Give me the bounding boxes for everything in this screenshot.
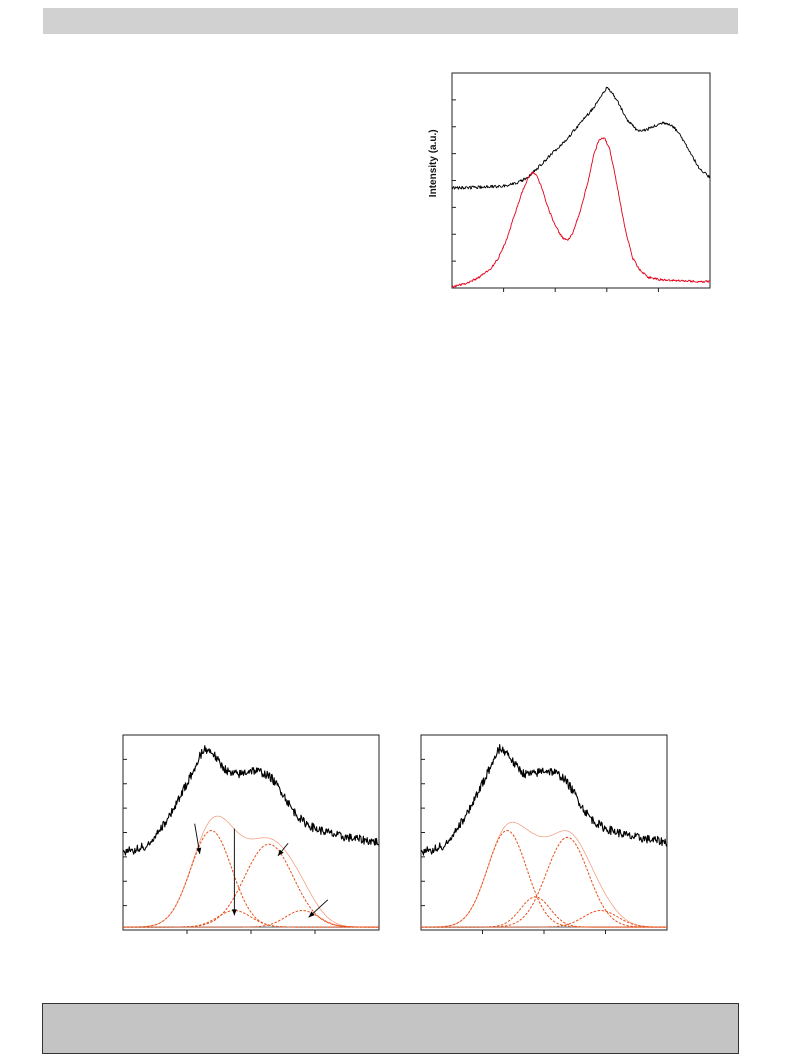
fit-envelope — [421, 821, 667, 928]
annotation-arrowhead-3 — [277, 849, 284, 856]
fit-component-1 — [123, 829, 379, 928]
data-series-1 — [452, 86, 710, 190]
data-series-1 — [123, 745, 379, 856]
plot-frame — [122, 734, 380, 931]
annotation-arrowhead-1 — [196, 847, 202, 854]
annotation-arrowhead-4 — [308, 911, 315, 918]
fit-component-2 — [123, 910, 379, 928]
chart-bottom-left — [122, 734, 380, 934]
fit-component-4 — [123, 910, 379, 928]
fit-component-3 — [421, 836, 667, 928]
header-bar — [43, 8, 738, 34]
fit-component-3 — [123, 843, 379, 928]
y-axis-label: Intensity (a.u.) — [428, 129, 439, 197]
plot-frame — [420, 734, 668, 931]
chart-bottom-right — [420, 734, 668, 934]
data-series-1 — [421, 744, 667, 856]
fit-envelope — [123, 815, 379, 928]
chart-top-right: Intensity (a.u.) — [428, 72, 711, 292]
annotation-arrowhead-2 — [231, 909, 237, 916]
fit-component-4 — [421, 910, 667, 928]
plot-frame — [451, 72, 711, 289]
footer-box — [42, 1003, 739, 1054]
data-series-2 — [452, 137, 710, 288]
